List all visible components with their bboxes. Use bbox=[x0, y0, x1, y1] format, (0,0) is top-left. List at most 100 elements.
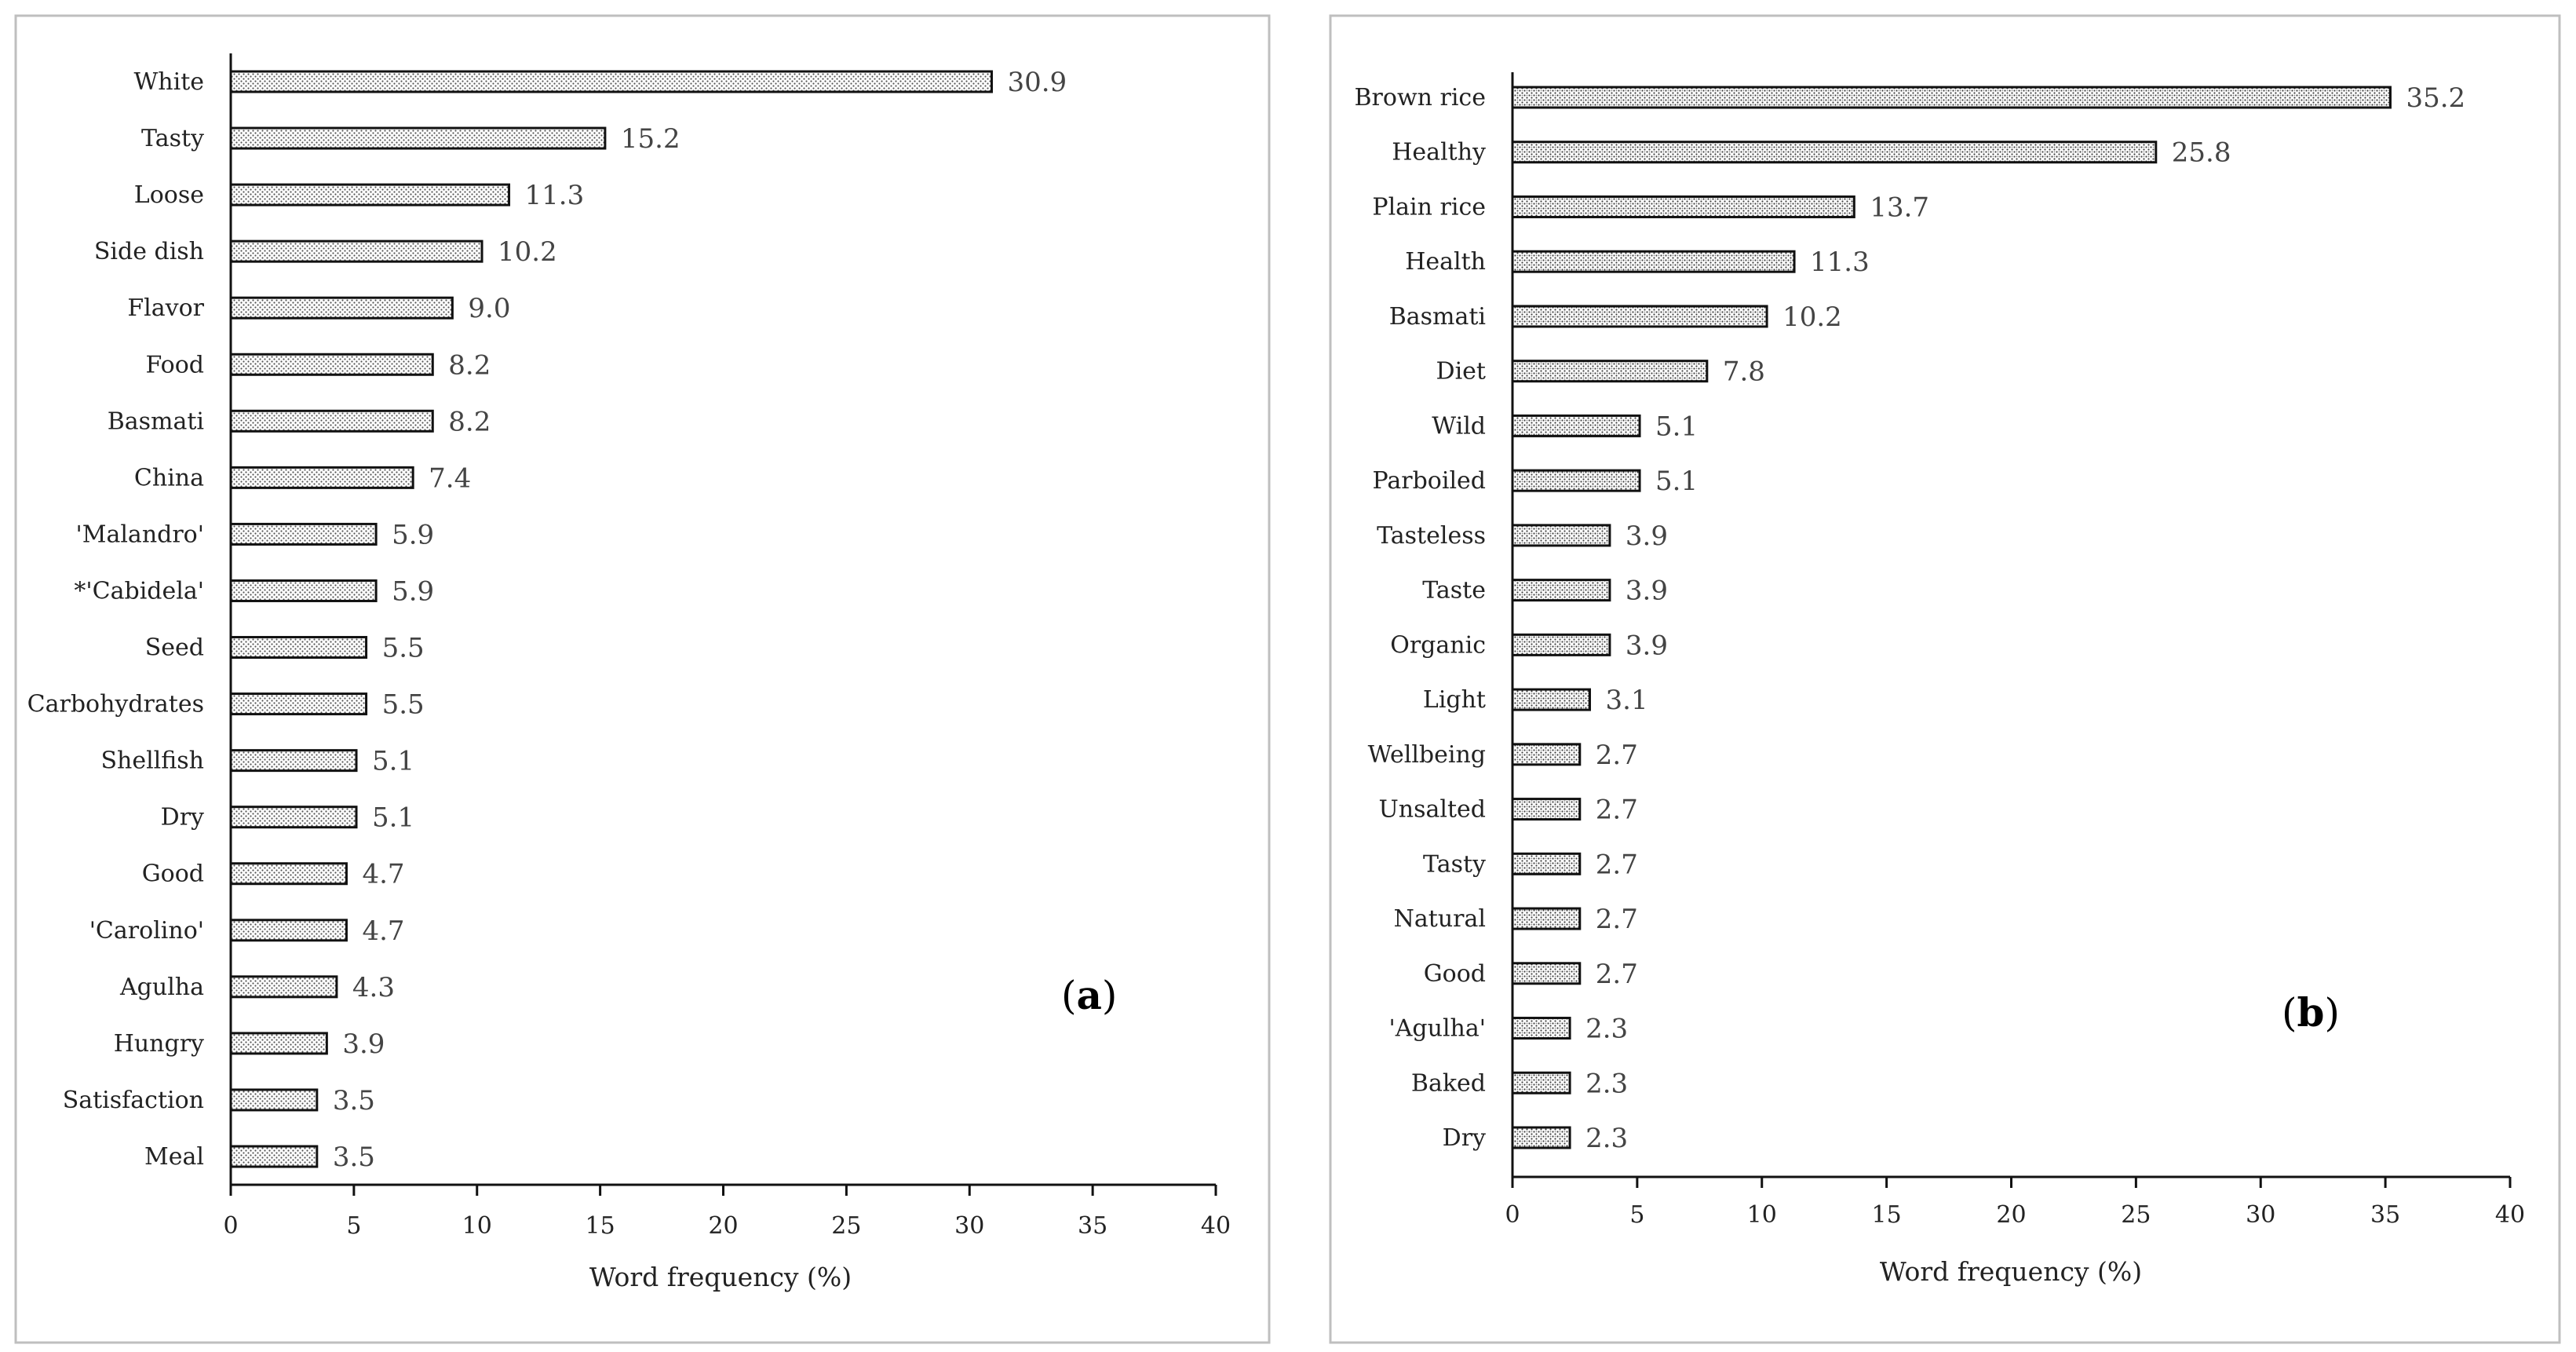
bar-a-10 bbox=[229, 636, 368, 660]
x-tick-label-a-1: 5 bbox=[346, 1212, 361, 1240]
x-tick-label-a-8: 40 bbox=[1201, 1212, 1231, 1240]
bar-b-12 bbox=[1511, 743, 1582, 766]
value-label-b-17: 2.3 bbox=[1585, 1014, 1628, 1045]
value-label-b-5: 7.8 bbox=[1723, 356, 1765, 388]
x-tick-label-b-2: 10 bbox=[1747, 1201, 1777, 1229]
category-label-a-8: 'Malandro' bbox=[75, 521, 204, 548]
value-label-a-16: 4.3 bbox=[352, 972, 395, 1003]
bar-a-15 bbox=[229, 919, 348, 942]
value-label-a-2: 11.3 bbox=[525, 180, 585, 211]
category-label-a-2: Loose bbox=[134, 181, 204, 209]
bar-a-19 bbox=[229, 1145, 319, 1168]
bar-b-19 bbox=[1511, 1126, 1571, 1149]
bar-b-8 bbox=[1511, 524, 1611, 547]
value-label-b-1: 25.8 bbox=[2172, 137, 2231, 169]
bar-b-7 bbox=[1511, 469, 1641, 492]
category-label-b-19: Dry bbox=[1443, 1124, 1486, 1152]
bar-b-17 bbox=[1511, 1017, 1571, 1040]
category-label-a-3: Side dish bbox=[94, 238, 204, 265]
value-label-a-4: 9.0 bbox=[468, 293, 510, 324]
category-label-a-13: Dry bbox=[161, 804, 204, 831]
value-label-a-10: 5.5 bbox=[382, 633, 425, 664]
category-label-b-10: Organic bbox=[1390, 631, 1486, 659]
x-tick-label-a-0: 0 bbox=[223, 1212, 238, 1240]
bar-a-18 bbox=[229, 1088, 319, 1112]
bar-b-13 bbox=[1511, 798, 1582, 821]
bar-a-4 bbox=[229, 296, 454, 320]
category-label-a-18: Satisfaction bbox=[63, 1087, 204, 1114]
bar-a-3 bbox=[229, 239, 483, 263]
x-axis-title-b: Word frequency (%) bbox=[1880, 1256, 2142, 1287]
value-label-b-16: 2.7 bbox=[1596, 959, 1638, 990]
value-label-b-4: 10.2 bbox=[1782, 301, 1842, 333]
x-tick-label-b-0: 0 bbox=[1505, 1201, 1520, 1229]
chart-a-frame bbox=[14, 14, 1271, 1344]
value-label-a-6: 8.2 bbox=[448, 406, 491, 437]
bar-a-8 bbox=[229, 522, 378, 546]
value-label-a-7: 7.4 bbox=[429, 462, 471, 494]
category-label-b-5: Diet bbox=[1436, 358, 1486, 386]
value-label-a-5: 8.2 bbox=[448, 349, 491, 381]
x-tick-label-b-8: 40 bbox=[2495, 1201, 2525, 1229]
x-tick-label-a-4: 20 bbox=[708, 1212, 738, 1240]
value-label-b-9: 3.9 bbox=[1626, 576, 1668, 607]
value-label-b-19: 2.3 bbox=[1585, 1123, 1628, 1154]
category-label-a-7: China bbox=[134, 464, 204, 491]
value-label-b-12: 2.7 bbox=[1596, 740, 1638, 771]
category-label-a-19: Meal bbox=[144, 1143, 204, 1171]
bar-a-5 bbox=[229, 353, 434, 376]
x-tick-label-b-3: 15 bbox=[1872, 1201, 1902, 1229]
category-label-a-15: 'Carolino' bbox=[89, 917, 204, 945]
category-label-a-11: Carbohydrates bbox=[27, 691, 204, 718]
category-label-b-6: Wild bbox=[1432, 412, 1486, 440]
value-label-a-8: 5.9 bbox=[392, 519, 434, 550]
category-label-a-6: Basmati bbox=[108, 407, 204, 435]
category-label-a-1: Tasty bbox=[141, 125, 204, 152]
chart-b-frame bbox=[1329, 14, 2561, 1344]
bar-b-6 bbox=[1511, 414, 1641, 437]
value-label-b-3: 11.3 bbox=[1810, 247, 1870, 278]
value-label-a-0: 30.9 bbox=[1007, 67, 1067, 98]
bar-b-4 bbox=[1511, 305, 1768, 328]
value-label-b-8: 3.9 bbox=[1626, 521, 1668, 552]
bar-a-16 bbox=[229, 975, 338, 999]
category-label-a-16: Agulha bbox=[119, 974, 204, 1001]
category-label-b-11: Light bbox=[1423, 686, 1486, 714]
value-label-b-18: 2.3 bbox=[1585, 1068, 1628, 1099]
x-tick-label-b-6: 30 bbox=[2246, 1201, 2275, 1229]
category-label-b-8: Tasteless bbox=[1377, 522, 1486, 550]
value-label-a-18: 3.5 bbox=[333, 1085, 375, 1116]
value-label-b-15: 2.7 bbox=[1596, 904, 1638, 935]
value-label-a-13: 5.1 bbox=[372, 802, 414, 834]
bar-a-17 bbox=[229, 1032, 328, 1055]
bar-a-13 bbox=[229, 806, 358, 829]
chart-a-svg: White 30.9 Tasty 15.2 Loose 11.3 Side dish 10.2… bbox=[14, 14, 1271, 1344]
category-label-b-2: Plain rice bbox=[1372, 193, 1486, 221]
value-label-b-2: 13.7 bbox=[1870, 192, 1929, 223]
category-label-b-14: Tasty bbox=[1423, 850, 1486, 878]
x-axis-title-a: Word frequency (%) bbox=[589, 1262, 852, 1292]
panel-label-a: (a) bbox=[1061, 972, 1117, 1018]
category-label-b-7: Parboiled bbox=[1373, 467, 1486, 495]
x-tick-label-b-5: 25 bbox=[2121, 1201, 2151, 1229]
bar-a-6 bbox=[229, 409, 434, 433]
bar-a-0 bbox=[229, 70, 993, 93]
value-label-a-11: 5.5 bbox=[382, 689, 425, 721]
category-label-a-17: Hungry bbox=[114, 1030, 204, 1058]
category-label-a-5: Food bbox=[145, 351, 204, 378]
x-tick-label-a-7: 35 bbox=[1078, 1212, 1107, 1240]
value-label-a-12: 5.1 bbox=[372, 746, 414, 777]
bar-a-2 bbox=[229, 183, 511, 206]
bar-b-16 bbox=[1511, 962, 1582, 985]
x-tick-label-b-7: 35 bbox=[2370, 1201, 2400, 1229]
bar-b-0 bbox=[1511, 86, 2392, 109]
bar-b-9 bbox=[1511, 579, 1611, 602]
x-tick-label-a-2: 10 bbox=[462, 1212, 492, 1240]
bar-b-10 bbox=[1511, 633, 1611, 656]
chart-panel-b: Brown rice 35.2 Healthy 25.8 Plain rice 13.7 H… bbox=[1288, 0, 2576, 1352]
panel-label-b: (b) bbox=[2282, 989, 2340, 1036]
bar-a-1 bbox=[229, 126, 607, 150]
bar-b-14 bbox=[1511, 852, 1582, 875]
bar-a-7 bbox=[229, 466, 414, 489]
category-label-a-14: Good bbox=[142, 861, 204, 888]
